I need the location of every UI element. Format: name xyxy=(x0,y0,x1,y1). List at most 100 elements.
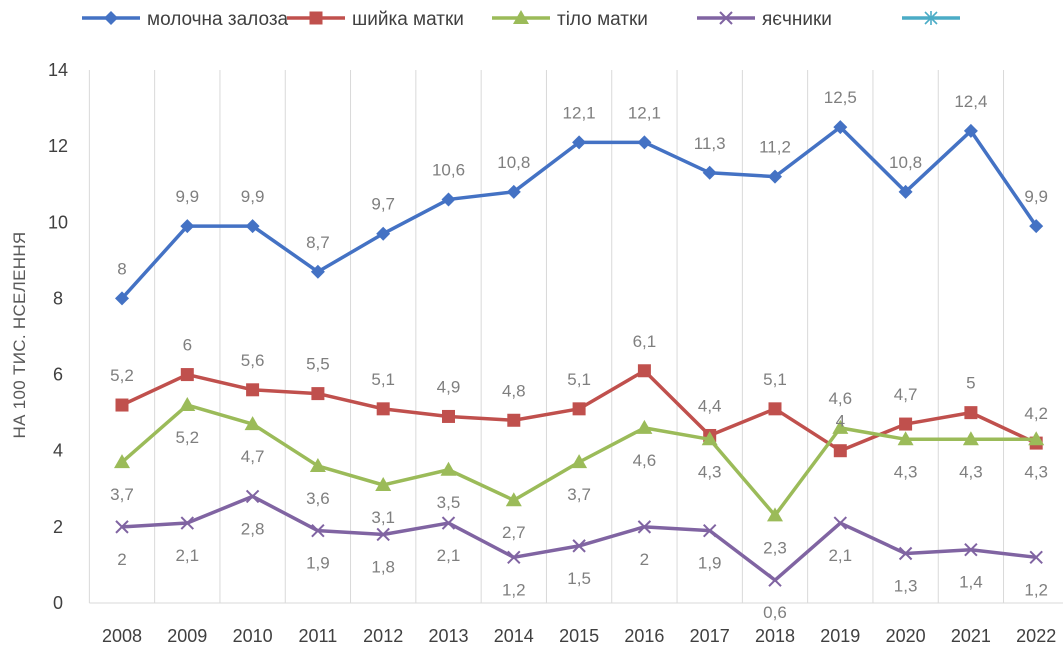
data-label: 5,1 xyxy=(763,370,787,389)
data-point xyxy=(375,476,392,491)
data-label: 4,6 xyxy=(633,451,657,470)
data-point xyxy=(898,546,913,561)
data-point xyxy=(505,492,522,507)
data-label: 11,3 xyxy=(694,134,726,153)
data-label: 5,6 xyxy=(241,351,265,370)
data-point xyxy=(897,431,914,446)
data-point xyxy=(898,184,913,199)
data-point xyxy=(376,226,391,241)
data-label: 5 xyxy=(966,374,975,393)
data-label: 4,4 xyxy=(698,396,722,415)
data-label: 4,7 xyxy=(241,447,265,466)
data-label: 3,7 xyxy=(567,485,591,504)
legend-marker xyxy=(924,11,938,25)
data-point xyxy=(311,523,325,538)
data-point xyxy=(701,431,718,446)
data-label: 4,8 xyxy=(502,381,526,400)
data-label: 6,1 xyxy=(633,332,657,351)
data-point xyxy=(442,409,455,423)
data-point xyxy=(180,516,195,530)
data-label: 3,1 xyxy=(371,508,395,527)
data-label: 1,2 xyxy=(502,580,526,599)
x-tick-label: 2018 xyxy=(755,626,795,646)
data-label: 12,5 xyxy=(824,88,857,107)
legend-marker xyxy=(104,11,118,25)
x-tick-label: 2019 xyxy=(820,626,860,646)
data-point xyxy=(833,120,848,135)
x-tick-label: 2017 xyxy=(690,626,730,646)
data-label: 9,7 xyxy=(371,195,395,214)
y-axis-title: НА 100 ТИС. НСЕЛЕННЯ xyxy=(10,232,29,439)
data-label: 2,8 xyxy=(241,519,265,538)
data-point xyxy=(309,457,326,472)
data-label: 4,7 xyxy=(894,385,918,404)
data-label: 10,8 xyxy=(889,153,922,172)
data-label: 2,3 xyxy=(763,538,787,557)
data-label: 2,1 xyxy=(828,546,852,565)
x-tick-label: 2022 xyxy=(1016,626,1056,646)
data-label: 4,3 xyxy=(1024,462,1048,481)
data-label: 5,2 xyxy=(110,366,134,385)
data-label: 3,6 xyxy=(306,489,330,508)
data-point xyxy=(768,402,782,416)
data-point xyxy=(964,542,978,557)
data-label: 2,1 xyxy=(175,546,199,565)
data-label: 5,5 xyxy=(306,355,330,374)
legend-marker xyxy=(719,11,733,25)
x-tick-label: 2015 xyxy=(559,626,599,646)
x-tick-label: 2016 xyxy=(624,626,664,646)
data-point xyxy=(962,431,979,446)
x-tick-label: 2020 xyxy=(886,626,926,646)
data-point xyxy=(1028,431,1045,446)
data-point xyxy=(245,219,260,234)
data-point xyxy=(441,516,456,530)
y-tick-label: 14 xyxy=(48,60,68,80)
x-tick-label: 2009 xyxy=(167,626,207,646)
data-label: 8,7 xyxy=(306,233,330,252)
data-point xyxy=(832,419,849,434)
data-point xyxy=(637,135,652,150)
data-point xyxy=(899,417,913,431)
data-point xyxy=(310,264,325,279)
data-labels: 8 9,9 9,9 8,7 9,7 10,6 10,8 12,1 12,1 11,3 11,2 12,… xyxy=(110,88,1048,622)
data-point xyxy=(572,135,587,150)
data-point xyxy=(311,387,325,401)
legend-label: шийка матки xyxy=(352,9,464,30)
data-label: 5,1 xyxy=(567,370,591,389)
data-label: 2 xyxy=(640,550,649,569)
x-tick-label: 2008 xyxy=(102,626,142,646)
data-label: 10,8 xyxy=(497,153,530,172)
data-label: 2 xyxy=(117,550,126,569)
legend-label: яєчники xyxy=(762,9,832,30)
data-label: 11,2 xyxy=(759,138,791,157)
data-label: 4,6 xyxy=(828,389,852,408)
data-point xyxy=(572,402,586,416)
data-label: 2,1 xyxy=(437,546,461,565)
x-tick-label: 2013 xyxy=(428,626,468,646)
y-tick-label: 12 xyxy=(48,136,68,156)
x-tick-label: 2021 xyxy=(951,626,991,646)
data-label: 4,3 xyxy=(959,462,983,481)
data-point xyxy=(964,406,978,420)
data-point xyxy=(244,416,261,431)
data-point xyxy=(179,397,196,412)
axes: 0 2 4 6 8 10 12 14 2008 2009 2010 2011 2012 2013 2014 2… xyxy=(48,60,1063,646)
data-point xyxy=(506,184,521,199)
legend-marker xyxy=(309,11,323,25)
data-label: 1,9 xyxy=(698,554,722,573)
x-tick-label: 2010 xyxy=(233,626,273,646)
data-point xyxy=(637,364,651,378)
data-point xyxy=(768,169,782,184)
legend-label: тіло матки xyxy=(557,9,648,30)
x-tick-label: 2014 xyxy=(494,626,534,646)
data-label: 8 xyxy=(117,259,126,278)
data-point xyxy=(963,123,978,138)
data-point xyxy=(833,444,847,458)
data-point xyxy=(572,539,586,553)
data-label: 6 xyxy=(183,336,192,355)
y-tick-label: 10 xyxy=(48,212,68,232)
data-point xyxy=(637,520,652,534)
data-label: 4,2 xyxy=(1024,404,1048,423)
data-point xyxy=(702,165,717,180)
